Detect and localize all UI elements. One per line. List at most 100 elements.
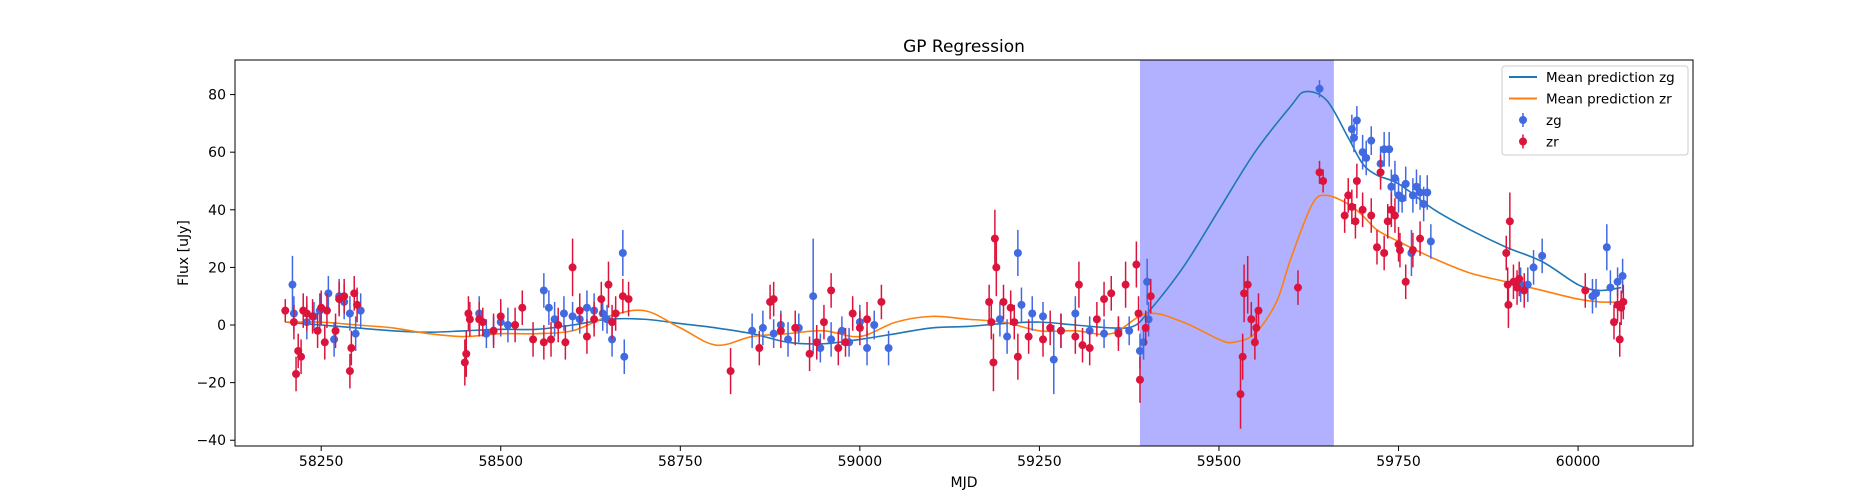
data-point — [819, 318, 828, 327]
data-point — [1240, 289, 1249, 298]
data-point — [1387, 182, 1396, 191]
x-axis-label: MJD — [951, 475, 978, 491]
data-point — [1132, 260, 1141, 269]
data-point — [1416, 234, 1425, 243]
data-point — [529, 335, 538, 344]
data-point — [331, 326, 340, 335]
plot-content — [281, 80, 1628, 429]
data-point — [1071, 309, 1080, 318]
data-point — [1146, 292, 1155, 301]
data-point — [1390, 211, 1399, 220]
data-point — [608, 318, 617, 327]
x-tick-label: 60000 — [1556, 454, 1601, 470]
data-point — [863, 344, 872, 353]
data-point — [1319, 176, 1328, 185]
data-point — [769, 295, 778, 304]
data-point — [1412, 182, 1421, 191]
data-point — [1362, 153, 1371, 162]
data-point — [518, 303, 527, 312]
data-point — [1358, 205, 1367, 214]
data-point — [755, 344, 764, 353]
data-point — [568, 312, 577, 321]
data-point — [1085, 344, 1094, 353]
data-point — [841, 338, 850, 347]
data-point — [292, 369, 301, 378]
data-point — [1505, 217, 1514, 226]
x-tick-label: 58500 — [478, 454, 523, 470]
data-point — [1010, 318, 1019, 327]
data-point — [350, 289, 359, 298]
data-point — [1419, 200, 1428, 209]
data-point — [1538, 251, 1547, 260]
data-point — [1367, 136, 1376, 145]
data-point — [460, 358, 469, 367]
legend-label: zr — [1546, 135, 1559, 151]
data-point — [559, 309, 568, 318]
data-point — [1408, 246, 1417, 255]
data-point — [848, 309, 857, 318]
data-point — [758, 323, 767, 332]
data-point — [992, 263, 1001, 272]
data-point — [1144, 315, 1153, 324]
data-point — [805, 349, 814, 358]
data-point — [1515, 274, 1524, 283]
data-point — [554, 321, 563, 330]
data-point — [1247, 315, 1256, 324]
x-tick-label: 59750 — [1376, 454, 1421, 470]
data-point — [1352, 116, 1361, 125]
data-point — [1383, 217, 1392, 226]
y-tick-label: 60 — [208, 145, 226, 161]
data-point — [624, 295, 633, 304]
data-point — [590, 315, 599, 324]
data-point — [288, 280, 297, 289]
data-point — [1416, 188, 1425, 197]
y-tick-label: 40 — [208, 203, 226, 219]
data-point — [345, 309, 354, 318]
data-point — [611, 309, 620, 318]
data-point — [1049, 355, 1058, 364]
data-point — [582, 332, 591, 341]
data-point — [1352, 176, 1361, 185]
data-point — [1135, 346, 1144, 355]
chart-title: GP Regression — [903, 37, 1025, 57]
data-point — [1523, 280, 1532, 289]
data-point — [1315, 168, 1324, 177]
data-point — [353, 300, 362, 309]
data-point — [1013, 352, 1022, 361]
data-point — [347, 344, 356, 353]
data-point — [547, 335, 556, 344]
data-point — [281, 306, 290, 315]
data-point — [618, 249, 627, 257]
data-point — [1395, 246, 1404, 255]
data-point — [1134, 309, 1143, 318]
data-point — [1502, 249, 1511, 257]
data-point — [1504, 300, 1513, 309]
data-point — [855, 323, 864, 332]
data-point — [462, 349, 471, 358]
data-point — [1426, 237, 1435, 246]
data-point — [308, 312, 317, 321]
y-axis-label: Flux [uJy] — [176, 220, 192, 286]
data-point — [1385, 145, 1394, 154]
data-point — [478, 318, 487, 327]
data-point — [1100, 295, 1109, 304]
data-point — [1423, 188, 1432, 197]
data-point — [863, 315, 872, 324]
data-point — [575, 306, 584, 315]
data-point — [511, 321, 520, 330]
data-point — [1315, 84, 1324, 93]
axes-frame — [234, 59, 1694, 447]
data-point — [1013, 249, 1022, 257]
data-point — [1618, 272, 1627, 281]
data-point — [1358, 148, 1367, 157]
data-point — [1398, 194, 1407, 203]
x-tick-label: 58750 — [658, 454, 703, 470]
data-point — [1121, 280, 1130, 289]
data-point — [289, 318, 298, 327]
data-point — [1408, 191, 1417, 200]
data-point — [1024, 332, 1033, 341]
data-point — [870, 321, 879, 330]
data-point — [784, 335, 793, 344]
data-point — [544, 303, 553, 312]
